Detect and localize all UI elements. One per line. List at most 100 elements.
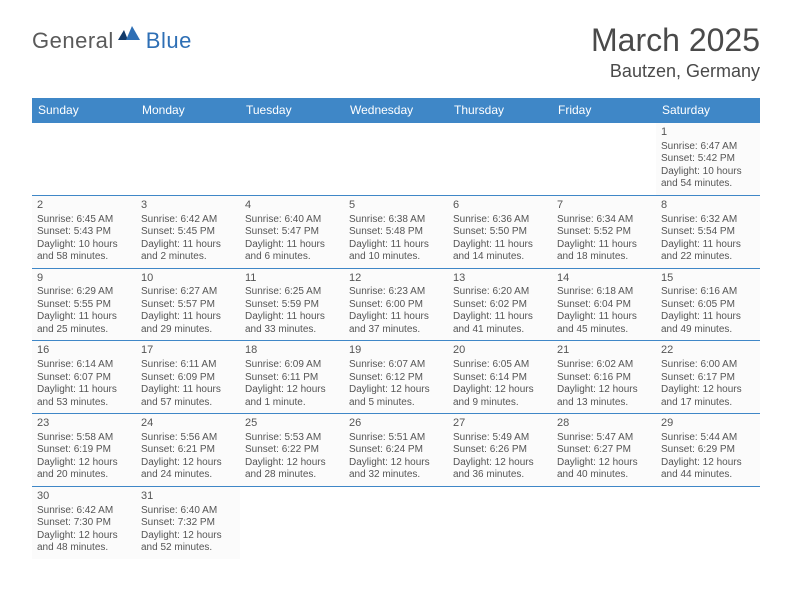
sunset-text: Sunset: 5:42 PM [661,153,755,166]
daylight-text: Daylight: 11 hours [141,384,235,397]
calendar-row: 30Sunrise: 6:42 AMSunset: 7:30 PMDayligh… [32,486,760,558]
daylight-text: and 32 minutes. [349,469,443,482]
daylight-text: Daylight: 10 hours [661,166,755,179]
day-number: 12 [349,272,443,286]
sunset-text: Sunset: 5:52 PM [557,226,651,239]
calendar-cell: 4Sunrise: 6:40 AMSunset: 5:47 PMDaylight… [240,195,344,268]
sunrise-text: Sunrise: 6:45 AM [37,214,131,227]
sunrise-text: Sunrise: 6:29 AM [37,286,131,299]
daylight-text: Daylight: 12 hours [141,457,235,470]
daylight-text: Daylight: 11 hours [349,311,443,324]
daylight-text: Daylight: 11 hours [245,311,339,324]
calendar-cell: 24Sunrise: 5:56 AMSunset: 6:21 PMDayligh… [136,414,240,487]
day-number: 10 [141,272,235,286]
sunrise-text: Sunrise: 6:23 AM [349,286,443,299]
sunrise-text: Sunrise: 6:40 AM [141,505,235,518]
calendar-cell: 1Sunrise: 6:47 AMSunset: 5:42 PMDaylight… [656,123,760,196]
sunset-text: Sunset: 6:00 PM [349,299,443,312]
daylight-text: Daylight: 12 hours [349,457,443,470]
calendar-cell: 17Sunrise: 6:11 AMSunset: 6:09 PMDayligh… [136,341,240,414]
calendar-cell: 26Sunrise: 5:51 AMSunset: 6:24 PMDayligh… [344,414,448,487]
daylight-text: Daylight: 12 hours [245,457,339,470]
sunrise-text: Sunrise: 5:53 AM [245,432,339,445]
sunset-text: Sunset: 5:45 PM [141,226,235,239]
day-number: 14 [557,272,651,286]
sunset-text: Sunset: 5:50 PM [453,226,547,239]
calendar-cell: 28Sunrise: 5:47 AMSunset: 6:27 PMDayligh… [552,414,656,487]
calendar-cell [448,486,552,558]
calendar-cell [448,123,552,196]
day-number: 22 [661,344,755,358]
calendar-cell: 2Sunrise: 6:45 AMSunset: 5:43 PMDaylight… [32,195,136,268]
daylight-text: Daylight: 12 hours [557,384,651,397]
daylight-text: Daylight: 12 hours [141,530,235,543]
calendar-cell: 10Sunrise: 6:27 AMSunset: 5:57 PMDayligh… [136,268,240,341]
daylight-text: Daylight: 11 hours [453,311,547,324]
daylight-text: and 24 minutes. [141,469,235,482]
daylight-text: and 54 minutes. [661,178,755,191]
day-number: 25 [245,417,339,431]
sunset-text: Sunset: 6:11 PM [245,372,339,385]
daylight-text: Daylight: 11 hours [349,239,443,252]
sunrise-text: Sunrise: 5:49 AM [453,432,547,445]
logo: General Blue [32,28,192,54]
day-number: 13 [453,272,547,286]
sunrise-text: Sunrise: 6:38 AM [349,214,443,227]
sunset-text: Sunset: 6:17 PM [661,372,755,385]
sunset-text: Sunset: 6:07 PM [37,372,131,385]
sunset-text: Sunset: 6:19 PM [37,444,131,457]
sunset-text: Sunset: 7:30 PM [37,517,131,530]
sunset-text: Sunset: 6:29 PM [661,444,755,457]
daylight-text: and 49 minutes. [661,324,755,337]
weekday-header: Tuesday [240,98,344,123]
sunset-text: Sunset: 6:22 PM [245,444,339,457]
sunset-text: Sunset: 6:12 PM [349,372,443,385]
sunrise-text: Sunrise: 6:18 AM [557,286,651,299]
sunrise-text: Sunrise: 6:16 AM [661,286,755,299]
logo-text-general: General [32,28,114,54]
calendar-cell: 12Sunrise: 6:23 AMSunset: 6:00 PMDayligh… [344,268,448,341]
day-number: 24 [141,417,235,431]
daylight-text: Daylight: 10 hours [37,239,131,252]
day-number: 9 [37,272,131,286]
calendar-cell: 18Sunrise: 6:09 AMSunset: 6:11 PMDayligh… [240,341,344,414]
daylight-text: Daylight: 11 hours [37,311,131,324]
day-number: 30 [37,490,131,504]
daylight-text: Daylight: 12 hours [661,384,755,397]
month-title: March 2025 [591,22,760,59]
daylight-text: and 20 minutes. [37,469,131,482]
day-number: 3 [141,199,235,213]
sunrise-text: Sunrise: 6:47 AM [661,141,755,154]
sunrise-text: Sunrise: 5:51 AM [349,432,443,445]
day-number: 23 [37,417,131,431]
day-number: 31 [141,490,235,504]
sunrise-text: Sunrise: 6:32 AM [661,214,755,227]
weekday-header: Wednesday [344,98,448,123]
daylight-text: and 5 minutes. [349,397,443,410]
sunrise-text: Sunrise: 6:11 AM [141,359,235,372]
day-number: 27 [453,417,547,431]
calendar-table: Sunday Monday Tuesday Wednesday Thursday… [32,98,760,559]
calendar-cell: 8Sunrise: 6:32 AMSunset: 5:54 PMDaylight… [656,195,760,268]
calendar-row: 23Sunrise: 5:58 AMSunset: 6:19 PMDayligh… [32,414,760,487]
calendar-cell: 16Sunrise: 6:14 AMSunset: 6:07 PMDayligh… [32,341,136,414]
calendar-row: 1Sunrise: 6:47 AMSunset: 5:42 PMDaylight… [32,123,760,196]
weekday-header: Saturday [656,98,760,123]
sunrise-text: Sunrise: 5:47 AM [557,432,651,445]
daylight-text: Daylight: 12 hours [453,457,547,470]
weekday-header: Thursday [448,98,552,123]
daylight-text: Daylight: 12 hours [37,457,131,470]
calendar-cell [344,123,448,196]
sunrise-text: Sunrise: 5:58 AM [37,432,131,445]
day-number: 26 [349,417,443,431]
sunset-text: Sunset: 7:32 PM [141,517,235,530]
daylight-text: Daylight: 12 hours [37,530,131,543]
daylight-text: and 28 minutes. [245,469,339,482]
sunset-text: Sunset: 5:48 PM [349,226,443,239]
daylight-text: and 25 minutes. [37,324,131,337]
calendar-cell: 3Sunrise: 6:42 AMSunset: 5:45 PMDaylight… [136,195,240,268]
daylight-text: and 9 minutes. [453,397,547,410]
daylight-text: and 57 minutes. [141,397,235,410]
sunrise-text: Sunrise: 6:05 AM [453,359,547,372]
daylight-text: and 22 minutes. [661,251,755,264]
